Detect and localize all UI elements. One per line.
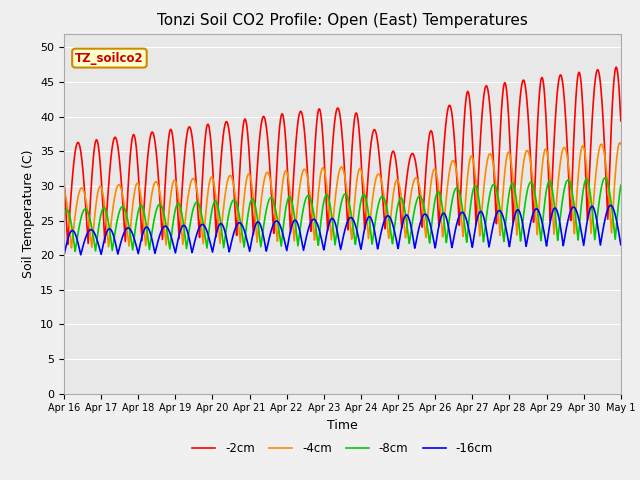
-8cm	[617, 182, 625, 188]
-8cm	[274, 219, 282, 225]
-16cm	[546, 221, 554, 227]
Line: -16cm: -16cm	[64, 205, 621, 255]
-8cm	[606, 193, 614, 199]
-2cm	[64, 242, 72, 248]
-8cm	[71, 249, 79, 254]
Legend: -2cm, -4cm, -8cm, -16cm: -2cm, -4cm, -8cm, -16cm	[187, 437, 498, 460]
X-axis label: Time: Time	[327, 419, 358, 432]
Line: -2cm: -2cm	[64, 67, 621, 245]
-4cm	[124, 231, 132, 237]
Line: -8cm: -8cm	[64, 178, 621, 252]
-4cm	[298, 172, 306, 178]
-4cm	[68, 245, 76, 251]
-2cm	[617, 118, 625, 124]
-2cm	[612, 64, 620, 70]
-8cm	[298, 215, 306, 220]
-2cm	[157, 210, 164, 216]
-16cm	[617, 242, 625, 248]
-2cm	[124, 192, 132, 198]
-8cm	[546, 179, 554, 184]
-2cm	[298, 110, 306, 116]
-2cm	[60, 177, 68, 183]
-8cm	[601, 175, 609, 181]
Text: TZ_soilco2: TZ_soilco2	[75, 51, 144, 65]
-16cm	[124, 225, 131, 231]
-16cm	[157, 230, 164, 236]
-16cm	[298, 238, 305, 243]
-8cm	[157, 202, 164, 208]
Line: -4cm: -4cm	[64, 143, 621, 248]
-4cm	[616, 140, 624, 145]
-4cm	[617, 141, 625, 147]
-16cm	[60, 252, 68, 258]
-16cm	[274, 218, 282, 224]
Title: Tonzi Soil CO2 Profile: Open (East) Temperatures: Tonzi Soil CO2 Profile: Open (East) Temp…	[157, 13, 528, 28]
-4cm	[60, 187, 68, 193]
-16cm	[607, 203, 614, 208]
-8cm	[60, 213, 68, 218]
-4cm	[546, 174, 554, 180]
-8cm	[124, 217, 132, 223]
-4cm	[274, 236, 282, 242]
-2cm	[274, 150, 282, 156]
-16cm	[606, 203, 614, 209]
-2cm	[546, 214, 554, 219]
-2cm	[606, 155, 614, 161]
-4cm	[606, 210, 614, 216]
-4cm	[157, 195, 164, 201]
Y-axis label: Soil Temperature (C): Soil Temperature (C)	[22, 149, 35, 278]
